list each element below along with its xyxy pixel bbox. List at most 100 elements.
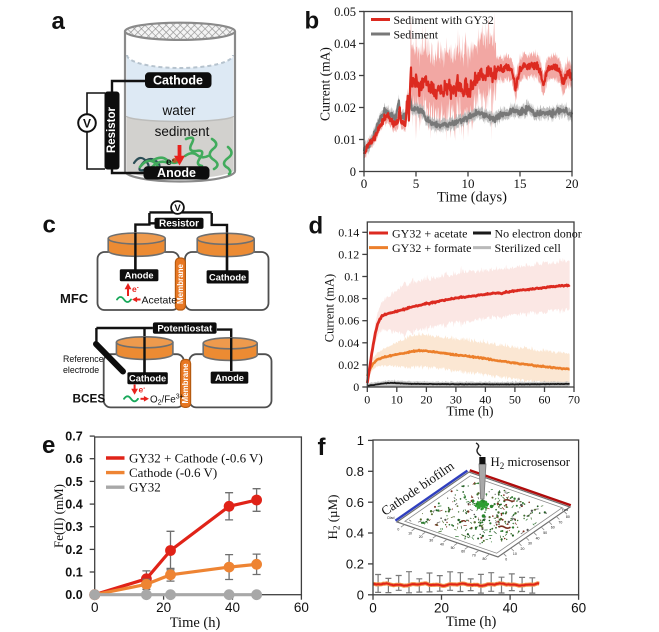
svg-text:20: 20 (521, 547, 525, 551)
svg-text:0.04: 0.04 (338, 336, 359, 350)
svg-text:GY32 + acetate: GY32 + acetate (392, 227, 467, 241)
svg-text:20: 20 (419, 535, 423, 539)
svg-text:V: V (83, 117, 91, 131)
svg-text:20: 20 (566, 176, 579, 191)
svg-text:Time (h): Time (h) (446, 614, 497, 630)
svg-text:0: 0 (369, 600, 377, 615)
svg-text:0.05: 0.05 (334, 5, 356, 19)
svg-text:0.2: 0.2 (346, 557, 364, 572)
svg-text:60: 60 (571, 600, 586, 615)
svg-text:80: 80 (483, 557, 487, 561)
svg-text:Anode: Anode (125, 271, 154, 281)
svg-text:GY32: GY32 (129, 480, 161, 495)
svg-text:Sediment: Sediment (394, 27, 439, 41)
svg-text:BCES: BCES (73, 392, 106, 406)
svg-text:0.03: 0.03 (334, 69, 356, 83)
svg-text:Time (days): Time (days) (437, 190, 507, 206)
svg-text:Current (mA): Current (mA) (318, 47, 333, 121)
svg-text:d: d (309, 213, 324, 240)
svg-text:0: 0 (91, 600, 99, 615)
svg-text:V: V (174, 203, 181, 214)
svg-text:20: 20 (434, 600, 449, 615)
svg-text:0.7: 0.7 (65, 430, 82, 444)
svg-text:Membrane: Membrane (181, 363, 190, 404)
svg-text:Cathode: Cathode (153, 74, 203, 88)
svg-text:Resistor: Resistor (159, 219, 199, 230)
svg-text:0: 0 (353, 380, 359, 394)
svg-text:10: 10 (391, 393, 403, 407)
svg-text:10: 10 (462, 176, 475, 191)
svg-text:No electron donor: No electron donor (495, 227, 582, 241)
svg-text:10: 10 (513, 552, 517, 556)
svg-text:40: 40 (225, 600, 240, 615)
svg-text:0: 0 (357, 587, 364, 602)
svg-text:GY32 + Cathode (-0.6 V): GY32 + Cathode (-0.6 V) (129, 451, 263, 466)
svg-text:50: 50 (451, 546, 455, 550)
svg-text:20: 20 (420, 393, 432, 407)
svg-text:50: 50 (509, 393, 521, 407)
svg-text:Sediment with GY32: Sediment with GY32 (394, 13, 494, 27)
svg-text:0.02: 0.02 (338, 358, 359, 372)
svg-text:Anode: Anode (215, 373, 244, 383)
svg-text:0.1: 0.1 (344, 270, 359, 284)
svg-text:80: 80 (566, 515, 570, 519)
svg-text:0.04: 0.04 (334, 37, 357, 51)
svg-text:Resistor: Resistor (106, 106, 118, 153)
svg-text:Sterilized cell: Sterilized cell (495, 241, 562, 255)
svg-text:0: 0 (364, 393, 370, 407)
svg-text:Acetate: Acetate (142, 294, 178, 306)
svg-text:70: 70 (568, 393, 580, 407)
svg-text:0.4: 0.4 (65, 498, 82, 512)
svg-text:0: 0 (361, 176, 368, 191)
svg-text:10: 10 (408, 531, 412, 535)
svg-text:Potentiostat: Potentiostat (157, 323, 213, 334)
svg-text:70: 70 (558, 521, 562, 525)
svg-text:electrode: electrode (63, 365, 99, 375)
svg-text:0.6: 0.6 (65, 452, 82, 466)
svg-text:Anode: Anode (157, 166, 196, 180)
svg-text:5: 5 (413, 176, 420, 191)
svg-text:40: 40 (479, 393, 491, 407)
svg-text:0.1: 0.1 (65, 565, 82, 579)
svg-text:30: 30 (450, 393, 462, 407)
svg-text:0.2: 0.2 (65, 543, 82, 557)
svg-text:60: 60 (551, 526, 555, 530)
svg-text:60: 60 (539, 393, 551, 407)
svg-text:0.08: 0.08 (338, 292, 359, 306)
svg-text:Cathode: Cathode (129, 374, 166, 384)
svg-text:GY32 + formate: GY32 + formate (392, 241, 471, 255)
svg-text:0.14: 0.14 (338, 225, 359, 239)
svg-text:H2 (µM): H2 (µM) (325, 495, 342, 540)
svg-text:0: 0 (397, 528, 399, 532)
svg-text:water: water (161, 103, 196, 118)
svg-text:60: 60 (461, 550, 465, 554)
svg-text:40: 40 (440, 542, 444, 546)
svg-text:Cfad: Cfad (387, 516, 394, 520)
svg-text:Time (h): Time (h) (170, 615, 221, 631)
svg-text:e: e (42, 432, 55, 459)
svg-text:sediment: sediment (155, 124, 210, 139)
svg-text:0.01: 0.01 (334, 133, 356, 147)
svg-text:f: f (318, 434, 327, 461)
svg-text:a: a (52, 8, 66, 35)
svg-text:0.8: 0.8 (346, 464, 364, 479)
svg-text:H2 microsensor: H2 microsensor (491, 455, 571, 471)
svg-text:Cathode: Cathode (209, 272, 246, 282)
svg-text:Membrane: Membrane (176, 263, 185, 304)
svg-text:70: 70 (472, 553, 476, 557)
svg-text:Fed: Fed (562, 508, 568, 512)
svg-text:0: 0 (350, 165, 356, 179)
svg-text:Reference: Reference (63, 354, 104, 364)
svg-text:20: 20 (156, 600, 171, 615)
svg-text:1: 1 (357, 433, 364, 448)
svg-text:e-: e- (132, 284, 139, 294)
svg-text:0.06: 0.06 (338, 314, 359, 328)
svg-text:30: 30 (429, 539, 433, 543)
svg-text:Fe(II) (mM): Fe(II) (mM) (51, 484, 66, 548)
svg-text:0.3: 0.3 (65, 520, 82, 534)
svg-text:40: 40 (536, 536, 540, 540)
svg-text:30: 30 (528, 542, 532, 546)
svg-text:e-: e- (139, 385, 146, 395)
svg-text:Cathode (-0.6 V): Cathode (-0.6 V) (129, 465, 217, 480)
svg-text:0.0: 0.0 (65, 588, 82, 602)
